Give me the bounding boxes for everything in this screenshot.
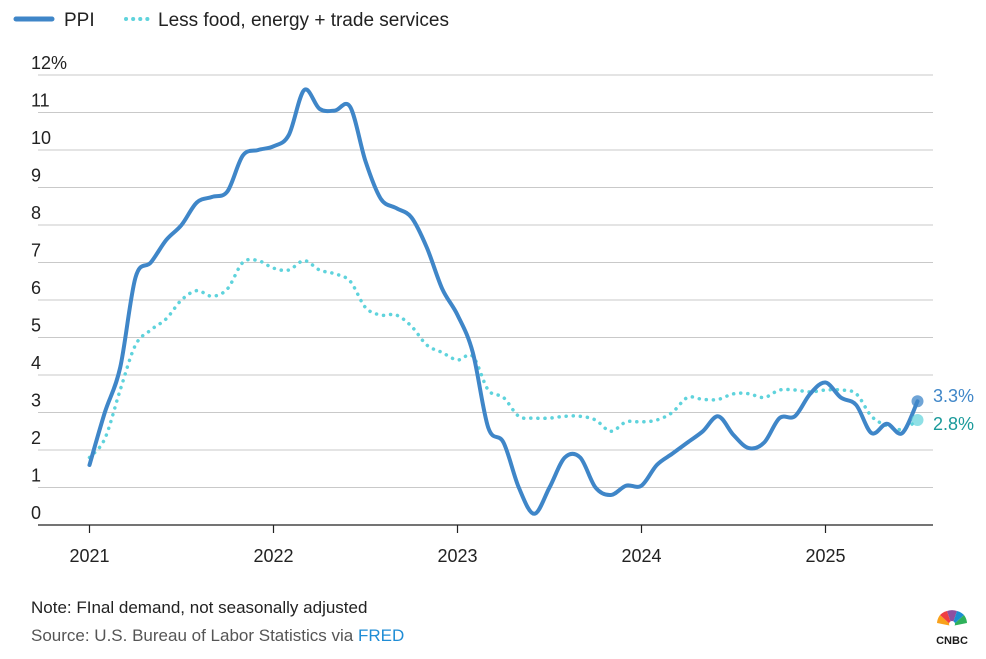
chart-note: Note: FInal demand, not seasonally adjus… <box>31 598 368 617</box>
y-tick-label: 10 <box>31 128 51 148</box>
y-tick-label: 6 <box>31 278 41 298</box>
x-tick-label: 2021 <box>69 546 109 566</box>
source-text: Source: U.S. Bureau of Labor Statistics … <box>31 626 358 645</box>
logo-text: CNBC <box>936 635 968 647</box>
series-lines <box>87 87 920 516</box>
y-tick-label: 11 <box>31 91 50 111</box>
series-line-ppi <box>87 87 920 516</box>
end-marker-ppi <box>911 395 924 408</box>
y-tick-label: 2 <box>31 428 41 448</box>
fred-link[interactable]: FRED <box>357 626 405 645</box>
y-tick-label: 9 <box>31 166 41 186</box>
legend: PPI Less food, energy + trade services <box>13 10 449 31</box>
y-tick-label: 4 <box>31 353 41 373</box>
end-marker-core <box>911 414 924 426</box>
end-label-core: 2.8% <box>933 414 974 434</box>
y-tick-label: 8 <box>31 203 41 223</box>
x-tick-label: 2024 <box>621 546 661 566</box>
end-markers: 3.3% 2.8% <box>911 386 974 434</box>
cnbc-logo: CNBC <box>936 610 968 647</box>
gridlines <box>38 74 933 488</box>
x-tick-label: 2023 <box>437 546 477 566</box>
y-tick-label: 1 <box>31 466 41 486</box>
series-line-core <box>87 257 920 460</box>
y-tick-label: 3 <box>31 391 41 411</box>
y-tick-label: 7 <box>31 241 41 261</box>
y-tick-label: 5 <box>31 316 41 336</box>
end-label-ppi: 3.3% <box>933 386 974 406</box>
legend-label-core: Less food, energy + trade services <box>158 10 449 31</box>
y-axis-labels: 0 1 2 3 4 5 6 7 8 9 10 11 12% <box>31 53 67 523</box>
x-tick-label: 2025 <box>805 546 845 566</box>
chart: PPI Less food, energy + trade services 0… <box>13 10 974 566</box>
y-tick-label: 12% <box>31 53 67 73</box>
y-tick-label: 0 <box>31 503 41 523</box>
x-axis: 2021 2022 2023 2024 2025 <box>69 525 846 566</box>
legend-label-ppi: PPI <box>64 10 95 31</box>
x-tick-label: 2022 <box>253 546 293 566</box>
chart-source: Source: U.S. Bureau of Labor Statistics … <box>31 626 404 646</box>
